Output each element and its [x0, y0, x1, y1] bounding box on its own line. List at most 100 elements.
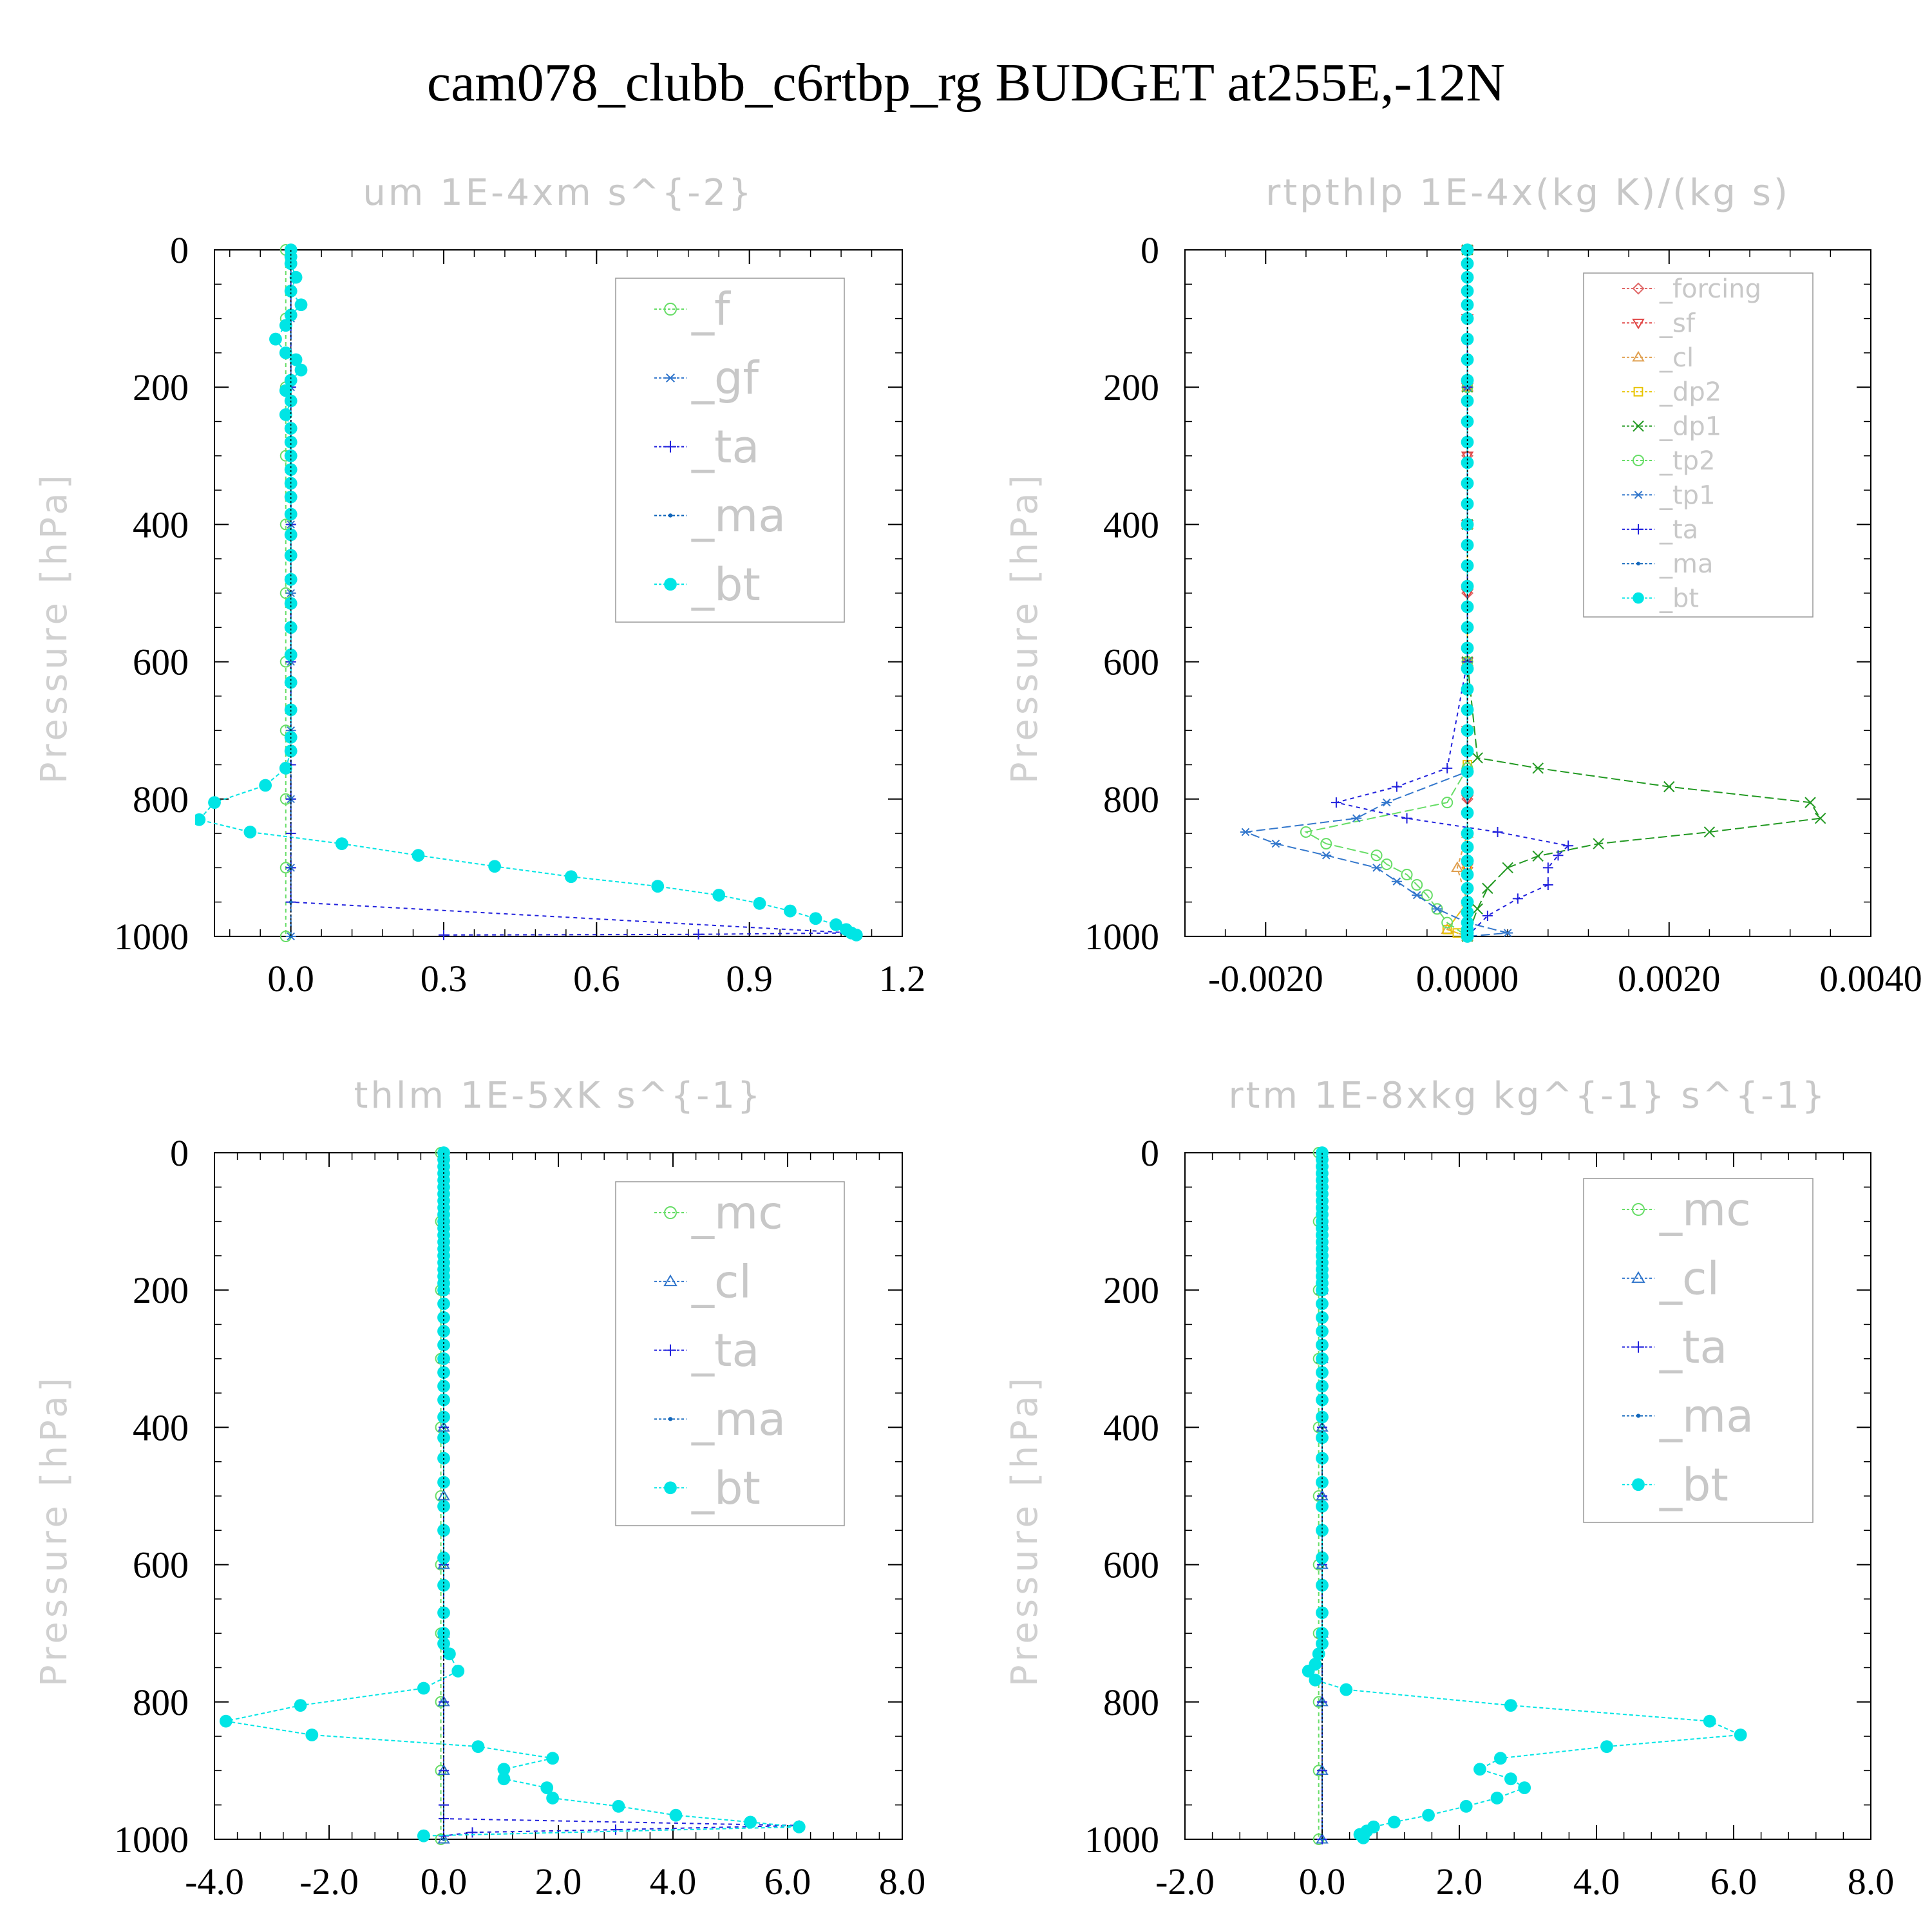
point-bt	[1422, 1808, 1435, 1822]
y-tick-label: 200	[1103, 366, 1159, 408]
legend-marker	[1636, 1414, 1641, 1418]
point-bt	[1316, 1283, 1329, 1297]
point-bt	[279, 408, 292, 421]
point-dp1	[1472, 903, 1483, 915]
point-bt	[1459, 1799, 1473, 1813]
point-dp1	[1532, 762, 1544, 774]
point-ta	[693, 929, 704, 940]
point-ta	[1553, 850, 1564, 861]
legend-marker	[665, 373, 676, 383]
point-tp1	[1391, 877, 1402, 886]
legend-label: _ta	[1659, 1321, 1727, 1374]
point-bt	[1387, 1815, 1401, 1829]
y-axis-label: Pressure [hPa]	[33, 471, 75, 784]
point-bt	[1316, 1551, 1329, 1564]
point-bt	[809, 912, 822, 925]
point-bt	[1494, 1752, 1507, 1765]
y-tick-label: 800	[133, 779, 189, 820]
legend-marker	[1636, 562, 1640, 566]
legend-label: _ta	[691, 421, 759, 473]
y-tick-label: 1000	[114, 1819, 189, 1861]
point-bt	[1461, 435, 1474, 449]
x-tick-label: -2.0	[1155, 1861, 1215, 1902]
x-tick-label: 0.0020	[1618, 958, 1721, 999]
point-tp2	[1401, 869, 1413, 881]
series-layer	[1240, 243, 1826, 943]
legend-marker	[1633, 1341, 1644, 1353]
legend-label: _f	[691, 283, 731, 336]
legend-label: _tp1	[1659, 480, 1716, 510]
point-bt	[1357, 1831, 1370, 1844]
point-ma	[1320, 1837, 1324, 1841]
point-bt	[284, 676, 298, 689]
y-tick-label: 800	[133, 1681, 189, 1723]
x-tick-label: 0.0	[421, 1861, 468, 1902]
panel-rtm: rtm 1E-8xkg kg^{-1} s^{-1} Pressure [hPa]…	[1004, 1075, 1894, 1902]
legend-marker	[664, 578, 677, 591]
point-bt	[208, 796, 221, 810]
y-tick-label: 400	[1103, 504, 1159, 545]
legend-label: _ta	[691, 1324, 759, 1377]
point-tp2	[1300, 826, 1312, 838]
point-bt	[1461, 257, 1474, 270]
point-bt	[1518, 1781, 1531, 1794]
point-bt	[243, 826, 257, 838]
point-bt	[279, 761, 292, 775]
point-ma	[442, 1837, 446, 1841]
point-ta	[1563, 840, 1574, 851]
point-bt	[1316, 1338, 1329, 1352]
point-bt	[284, 490, 298, 504]
panel-rtpthlp: rtpthlp 1E-4x(kg K)/(kg s) Pressure [hPa]…	[1004, 172, 1922, 999]
point-bt	[284, 308, 298, 322]
point-bt	[219, 1714, 232, 1728]
legend-label: _gf	[691, 352, 759, 404]
point-bt	[279, 384, 292, 397]
point-bt	[744, 1815, 757, 1829]
legend-marker	[664, 303, 677, 316]
y-axis-label: Pressure [hPa]	[1004, 1374, 1046, 1687]
point-bt	[1316, 1366, 1329, 1379]
x-tick-label: -0.0020	[1208, 958, 1323, 999]
point-bt	[1504, 1772, 1517, 1786]
point-dp1	[1472, 752, 1483, 764]
point-bt	[497, 1763, 511, 1776]
point-tp1	[1240, 828, 1251, 837]
point-bt	[1461, 806, 1474, 820]
x-tick-label: 8.0	[1848, 1861, 1895, 1902]
y-tick-label: 1000	[1084, 1819, 1159, 1861]
point-bt	[1461, 683, 1474, 696]
point-tp2	[1411, 879, 1423, 891]
point-tp2	[1381, 858, 1393, 871]
point-bt	[1316, 1431, 1329, 1444]
point-ta	[611, 1824, 621, 1835]
legend-label: _forcing	[1659, 274, 1761, 304]
y-tick-label: 400	[133, 504, 189, 545]
point-ma	[289, 900, 293, 904]
series-line-ta	[290, 250, 851, 936]
x-tick-label: 2.0	[1436, 1861, 1483, 1902]
point-bt	[412, 849, 425, 862]
y-tick-label: 600	[133, 1544, 189, 1586]
point-ta	[1542, 880, 1553, 891]
point-tp1	[1502, 929, 1513, 937]
point-bt	[546, 1792, 559, 1804]
legend-marker	[1633, 455, 1644, 467]
point-bt	[829, 918, 843, 931]
legend-marker	[1633, 524, 1643, 535]
y-tick-label: 1000	[114, 916, 189, 958]
plot-frame	[214, 249, 903, 937]
x-tick-label: 8.0	[879, 1861, 926, 1902]
legend-label: _bt	[1659, 1459, 1728, 1511]
legend-box	[615, 1181, 845, 1526]
point-bt	[1461, 374, 1474, 387]
point-bt	[1340, 1683, 1353, 1696]
legend-box	[1583, 272, 1814, 618]
point-bt	[443, 1647, 456, 1661]
point-bt	[284, 528, 298, 542]
point-bt	[1461, 868, 1474, 881]
legend-box	[1583, 1178, 1814, 1523]
point-bt	[437, 1524, 450, 1537]
point-bt	[792, 1820, 806, 1833]
point-tp2	[1441, 797, 1454, 809]
point-bt	[437, 1551, 450, 1564]
